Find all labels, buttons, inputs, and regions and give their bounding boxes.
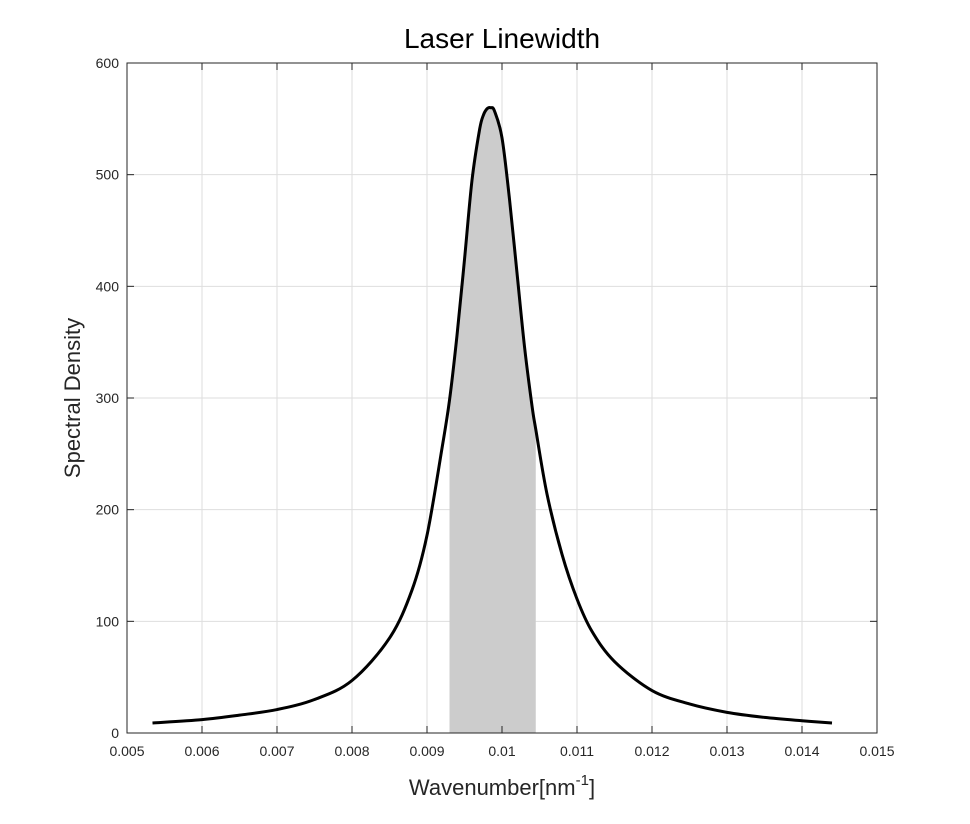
x-tick-label: 0.009 xyxy=(409,743,444,759)
x-tick-label: 0.012 xyxy=(634,743,669,759)
x-tick-label: 0.007 xyxy=(259,743,294,759)
x-tick-label: 0.013 xyxy=(709,743,744,759)
y-tick-label: 500 xyxy=(96,167,120,183)
plot-area: 0.005 0.006 0.007 0.008 0.009 0.01 0.011 0.012 0… xyxy=(96,55,895,759)
x-tick-label: 0.008 xyxy=(334,743,369,759)
x-tick-label: 0.01 xyxy=(488,743,515,759)
series-line xyxy=(152,106,833,725)
chart-title: Laser Linewidth xyxy=(404,23,600,54)
x-tick-label: 0.015 xyxy=(859,743,894,759)
y-axis-label: Spectral Density xyxy=(60,318,85,478)
x-axis-label-close: ] xyxy=(589,775,595,800)
y-tick-label: 200 xyxy=(96,502,120,518)
x-tick-label: 0.005 xyxy=(109,743,144,759)
shaded-region xyxy=(449,107,536,734)
y-tick-label: 600 xyxy=(96,55,120,71)
y-tick-label: 100 xyxy=(96,613,120,629)
y-tick-label: 0 xyxy=(111,725,119,741)
x-tick-label: 0.014 xyxy=(784,743,819,759)
x-axis-label-superscript: -1 xyxy=(576,772,589,789)
x-axis-label-base: Wavenumber[nm xyxy=(409,775,576,800)
x-tick-label: 0.011 xyxy=(560,743,594,759)
y-tick-label: 300 xyxy=(96,390,120,406)
x-tick-label: 0.006 xyxy=(184,743,219,759)
y-tick-label: 400 xyxy=(96,278,120,294)
x-axis-label: Wavenumber[nm-1] xyxy=(409,772,595,800)
